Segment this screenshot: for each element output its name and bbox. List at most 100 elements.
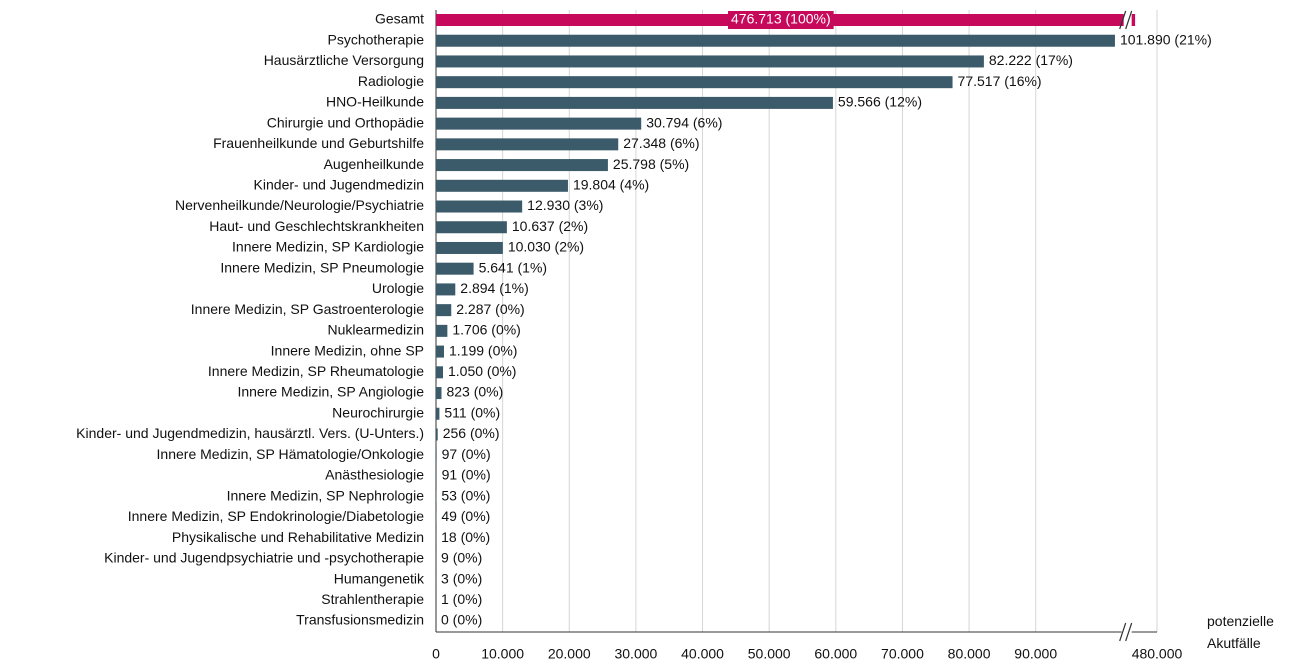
category-label: Radiologie xyxy=(358,73,424,89)
value-label: 0 (0%) xyxy=(441,612,482,628)
x-tick-label: 30.000 xyxy=(614,646,657,662)
x-tick-label: 90.000 xyxy=(1014,646,1057,662)
value-label: 3 (0%) xyxy=(441,570,482,586)
category-label: Innere Medizin, SP Nephrologie xyxy=(227,487,425,503)
bar xyxy=(436,76,953,89)
value-label: 1.199 (0%) xyxy=(449,342,517,358)
bar xyxy=(436,241,503,254)
x-tick-label: 80.000 xyxy=(948,646,991,662)
x-tick-label: 20.000 xyxy=(548,646,591,662)
x-axis-label: potenzielle Akutfälle xyxy=(1207,613,1274,651)
value-label: 82.222 (17%) xyxy=(989,52,1073,68)
value-label: 97 (0%) xyxy=(442,446,491,462)
category-label: Innere Medizin, SP Pneumologie xyxy=(220,259,424,275)
value-label: 10.637 (2%) xyxy=(512,218,588,234)
category-label: Kinder- und Jugendpsychiatrie und -psych… xyxy=(104,550,424,566)
x-tick-label: 480.000 xyxy=(1132,646,1183,662)
category-label: Physikalische und Rehabilitative Medizin xyxy=(172,529,424,545)
category-label: Transfusionsmedizin xyxy=(296,612,424,628)
bar xyxy=(436,304,452,317)
bar xyxy=(436,407,440,420)
bar xyxy=(436,469,437,482)
bar xyxy=(436,159,608,172)
value-label: 12.930 (3%) xyxy=(527,197,603,213)
value-label: 5.641 (1%) xyxy=(479,259,547,275)
category-label: Innere Medizin, SP Rheumatologie xyxy=(208,363,424,379)
bar xyxy=(436,96,833,109)
category-label: Kinder- und Jugendmedizin, hausärztl. Ve… xyxy=(76,425,424,441)
x-tick-label: 70.000 xyxy=(881,646,924,662)
value-label: 101.890 (21%) xyxy=(1120,31,1212,47)
x-tick-label: 40.000 xyxy=(681,646,724,662)
category-label: Innere Medizin, SP Angiologie xyxy=(237,384,424,400)
value-label: 823 (0%) xyxy=(446,384,503,400)
value-label: 1 (0%) xyxy=(441,591,482,607)
bar-break xyxy=(1125,10,1133,30)
axis-break xyxy=(1125,622,1133,642)
bar xyxy=(436,449,437,462)
value-label: 77.517 (16%) xyxy=(958,73,1042,89)
category-label: Innere Medizin, SP Gastroenterologie xyxy=(191,301,424,317)
bar xyxy=(436,117,642,130)
category-label: HNO-Heilkunde xyxy=(326,94,424,110)
value-label: 25.798 (5%) xyxy=(613,156,689,172)
value-label: 9 (0%) xyxy=(441,550,482,566)
bar xyxy=(436,262,474,275)
category-label: Augenheilkunde xyxy=(324,156,425,172)
bar xyxy=(436,428,438,441)
value-label: 53 (0%) xyxy=(441,487,490,503)
category-label: Anästhesiologie xyxy=(325,467,424,483)
bar xyxy=(436,345,444,358)
category-label: Innere Medizin, ohne SP xyxy=(271,342,424,358)
value-label: 19.804 (4%) xyxy=(573,176,649,192)
category-label: Innere Medizin, SP Hämatologie/Onkologie xyxy=(157,446,425,462)
category-label: Haut- und Geschlechtskrankheiten xyxy=(209,218,424,234)
value-label: 2.894 (1%) xyxy=(460,280,528,296)
category-label: Strahlentherapie xyxy=(321,591,424,607)
value-label: 2.287 (0%) xyxy=(456,301,524,317)
value-label: 256 (0%) xyxy=(443,425,500,441)
value-label: 511 (0%) xyxy=(444,404,500,420)
category-label: Psychotherapie xyxy=(327,31,424,47)
bar xyxy=(436,200,523,213)
bar xyxy=(436,55,984,68)
bar xyxy=(436,366,443,379)
value-label: 91 (0%) xyxy=(442,467,491,483)
category-label: Gesamt xyxy=(375,11,424,27)
value-label: 49 (0%) xyxy=(441,508,490,524)
category-label: Innere Medizin, SP Kardiologie xyxy=(232,239,424,255)
bar xyxy=(436,221,507,234)
value-label: 18 (0%) xyxy=(441,529,490,545)
value-label: 1.706 (0%) xyxy=(452,322,520,338)
bar xyxy=(436,34,1115,47)
value-label: 59.566 (12%) xyxy=(838,94,922,110)
category-label: Hausärztliche Versorgung xyxy=(264,52,424,68)
x-tick-label: 60.000 xyxy=(814,646,857,662)
value-label: 1.050 (0%) xyxy=(448,363,516,379)
category-label: Nervenheilkunde/Neurologie/Psychiatrie xyxy=(175,197,424,213)
category-label: Kinder- und Jugendmedizin xyxy=(254,176,424,192)
value-label: 476.713 (100%) xyxy=(731,11,831,27)
category-label: Nuklearmedizin xyxy=(328,322,424,338)
bar-break xyxy=(1119,10,1127,30)
break-gap xyxy=(1123,13,1132,27)
bar xyxy=(436,283,456,296)
x-tick-label: 0 xyxy=(432,646,440,662)
bar xyxy=(436,179,568,192)
category-label: Humangenetik xyxy=(334,570,425,586)
value-label: 30.794 (6%) xyxy=(646,114,722,130)
bar xyxy=(436,387,442,400)
category-label: Innere Medizin, SP Endokrinologie/Diabet… xyxy=(128,508,424,524)
category-label: Urologie xyxy=(372,280,424,296)
value-label-box xyxy=(728,11,834,29)
axis-break xyxy=(1119,622,1127,642)
category-label: Frauenheilkunde und Geburtshilfe xyxy=(213,135,424,151)
x-tick-label: 50.000 xyxy=(748,646,791,662)
category-label: Chirurgie und Orthopädie xyxy=(267,114,424,130)
value-label: 27.348 (6%) xyxy=(623,135,699,151)
bar xyxy=(436,324,448,337)
category-label: Neurochirurgie xyxy=(332,404,424,420)
bar xyxy=(436,138,619,151)
